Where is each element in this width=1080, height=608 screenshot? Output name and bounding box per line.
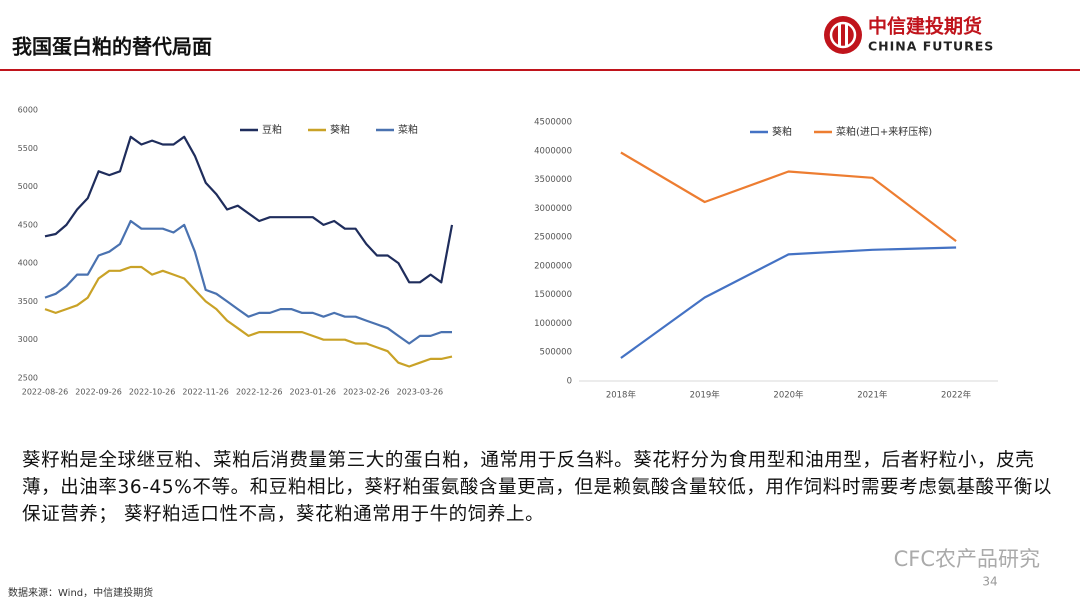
y-tick-label: 0 — [567, 377, 572, 387]
x-tick-label: 2018年 — [606, 390, 637, 401]
logo-bar — [845, 24, 848, 46]
y-tick-label: 500000 — [540, 348, 572, 358]
y-tick-label: 3000000 — [534, 204, 572, 214]
y-tick-label: 6000 — [18, 106, 38, 115]
series-line — [44, 265, 453, 368]
logo-cn: 中信建投期货 — [868, 15, 982, 38]
y-tick-label: 5000 — [18, 182, 38, 191]
y-tick-label: 3000 — [18, 335, 38, 344]
x-tick-label: 2023-02-26 — [343, 388, 390, 397]
watermark: CFC农产品研究 — [894, 547, 1040, 571]
y-tick-label: 2500000 — [534, 233, 572, 243]
x-tick-label: 2022-11-26 — [182, 388, 229, 397]
y-tick-label: 4000000 — [534, 146, 572, 156]
source: 数据来源：Wind，中信建投期货 — [8, 586, 153, 599]
x-tick-label: 2023-03-26 — [397, 388, 444, 397]
x-tick-label: 2022-08-26 — [22, 388, 69, 397]
series-line — [44, 219, 452, 345]
x-tick-label: 2022年 — [941, 390, 972, 401]
y-tick-label: 5500 — [18, 144, 38, 153]
logo-ring — [829, 21, 857, 49]
series-line — [620, 151, 957, 242]
x-tick-label: 2020年 — [773, 390, 804, 401]
y-tick-label: 2000000 — [534, 261, 572, 271]
logo-circle — [824, 16, 862, 54]
y-tick-label: 2500 — [18, 374, 38, 383]
slide-title: 我国蛋白粕的替代局面 — [12, 35, 212, 59]
y-tick-label: 4500 — [18, 220, 38, 229]
legend-label: 豆粕 — [262, 123, 282, 136]
legend-label: 葵粕 — [772, 125, 792, 138]
title-rule — [0, 69, 1080, 71]
x-tick-label: 2022-12-26 — [236, 388, 283, 397]
x-tick-label: 2022-09-26 — [75, 388, 122, 397]
y-tick-label: 1500000 — [534, 290, 572, 300]
y-tick-label: 3500000 — [534, 175, 572, 185]
logo-bar — [838, 24, 841, 46]
page-number: 34 — [982, 575, 997, 589]
x-tick-label: 2022-10-26 — [129, 388, 176, 397]
x-tick-label: 2019年 — [690, 390, 721, 401]
legend-label: 菜粕 — [398, 123, 418, 136]
series-line — [620, 246, 957, 359]
logo — [824, 16, 862, 54]
logo-en: CHINA FUTURES — [868, 39, 994, 54]
y-tick-label: 1000000 — [534, 319, 572, 329]
legend-label: 菜粕(进口+来籽压榨) — [836, 125, 932, 138]
y-tick-label: 3500 — [18, 297, 38, 306]
body-text: 葵籽粕是全球继豆粕、菜粕后消费量第三大的蛋白粕，通常用于反刍料。葵花籽分为食用型… — [22, 450, 1052, 525]
y-tick-label: 4000 — [18, 259, 38, 268]
series-line — [44, 135, 454, 284]
x-tick-label: 2021年 — [857, 390, 888, 401]
y-tick-label: 4500000 — [534, 118, 572, 128]
legend-label: 葵粕 — [330, 123, 350, 136]
x-tick-label: 2023-01-26 — [290, 388, 337, 397]
